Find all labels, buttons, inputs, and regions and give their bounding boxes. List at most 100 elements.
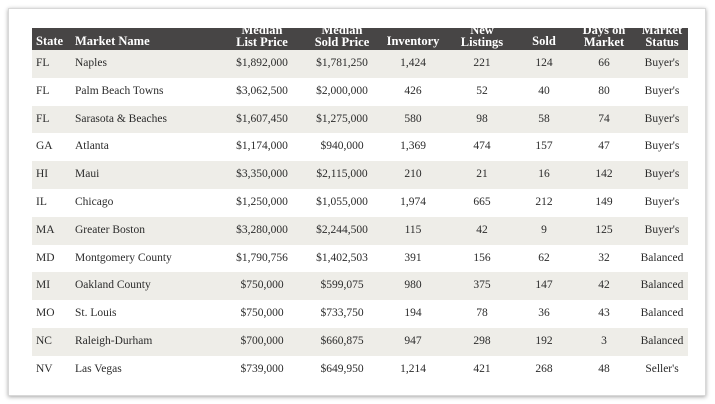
table-cell: 124 — [535, 57, 553, 69]
table-cell: FL — [36, 112, 50, 125]
table-cell: $599,075 — [320, 279, 364, 292]
table-cell: 9 — [541, 223, 547, 236]
table-cell: $1,892,000 — [236, 57, 288, 69]
table-cell: St. Louis — [75, 307, 117, 320]
table-cell: 426 — [404, 84, 422, 97]
table-cell: 194 — [404, 307, 422, 320]
header-cell: Days on Market — [578, 28, 630, 48]
table-cell: 58 — [538, 112, 550, 125]
table-cell: 212 — [535, 196, 553, 208]
table-cell: $3,280,000 — [236, 223, 288, 236]
table-cell: 1,369 — [400, 140, 426, 153]
table-cell: 221 — [473, 57, 491, 69]
table-cell: 62 — [538, 251, 550, 264]
table-cell: 48 — [598, 362, 610, 375]
table-cell: Buyer's — [644, 57, 680, 69]
table-cell: 980 — [404, 279, 422, 292]
header-cell: Sold — [522, 34, 566, 48]
table-cell: $940,000 — [320, 140, 364, 153]
table-cell: $750,000 — [240, 279, 284, 292]
table-cell: $3,062,500 — [236, 84, 288, 97]
table-cell: Buyer's — [644, 196, 680, 208]
table-cell: 36 — [538, 307, 550, 320]
table-cell: $2,244,500 — [316, 223, 368, 236]
header: State Market Name Median List Price Median So… — [32, 28, 688, 50]
table-cell: HI — [36, 168, 49, 181]
table-cell: Chicago — [75, 196, 114, 208]
table-cell: 42 — [476, 223, 488, 236]
table-cell: Balanced — [640, 307, 684, 320]
header-text: Sold — [532, 34, 556, 48]
table-cell: 474 — [473, 140, 491, 153]
table-cell: 665 — [473, 196, 491, 208]
header-text: Median — [321, 28, 363, 37]
table-cell: $1,790,756 — [236, 251, 288, 264]
table-cell: 1,424 — [400, 57, 426, 69]
table-cell: $1,275,000 — [316, 112, 368, 125]
table-cell: Buyer's — [644, 168, 680, 181]
table-row: NV Las Vegas $739,000 $649,950 1,214 421 268 48… — [32, 356, 688, 384]
table-cell: $3,350,000 — [236, 168, 288, 181]
table-cell: 149 — [595, 196, 613, 208]
table-cell: 391 — [404, 251, 422, 264]
table-cell: 375 — [473, 279, 491, 292]
table-cell: 580 — [404, 112, 422, 125]
table-cell: MO — [36, 307, 55, 320]
table-cell: $1,250,000 — [236, 196, 288, 208]
table-cell: GA — [36, 140, 53, 153]
header-text: Sold Price — [314, 35, 370, 49]
header-cell: New Listings — [452, 28, 512, 48]
table-cell: 42 — [598, 279, 610, 292]
table-cell: Atlanta — [75, 140, 109, 153]
table-cell: 298 — [473, 335, 491, 347]
table-row: FL Naples $1,892,000 $1,781,250 1,424 221 124 6… — [32, 50, 688, 78]
table-cell: 3 — [601, 335, 607, 347]
table-cell: 156 — [473, 251, 491, 264]
table-cell: 40 — [538, 84, 550, 97]
table-row: MI Oakland County $750,000 $599,075 980 375 14… — [32, 272, 688, 301]
header-cell: Median List Price — [222, 28, 302, 48]
table-cell: 147 — [535, 279, 553, 292]
table-cell: 16 — [538, 168, 550, 181]
table-cell: $733,750 — [320, 307, 364, 320]
table-cell: 157 — [535, 140, 553, 153]
table-cell: NC — [36, 335, 52, 347]
header-text: State — [36, 34, 64, 48]
table-cell: $739,000 — [240, 362, 284, 375]
table-cell: 43 — [598, 307, 610, 320]
table-cell: 1,974 — [400, 196, 426, 208]
table-cell: $750,000 — [240, 307, 284, 320]
header-text: Market Name — [75, 34, 150, 48]
table-cell: 80 — [598, 84, 610, 97]
table-cell: 66 — [598, 57, 610, 69]
table-cell: 115 — [404, 223, 422, 236]
table-cell: Balanced — [640, 335, 684, 347]
header-cell: Inventory — [384, 35, 442, 48]
table-row: FL Palm Beach Towns $3,062,500 $2,000,000 42… — [32, 78, 688, 106]
table-cell: 21 — [476, 168, 488, 181]
table-cell: MI — [36, 279, 51, 292]
header-text: Market — [641, 28, 683, 37]
table-cell: MA — [36, 223, 55, 236]
table-cell: 52 — [476, 84, 488, 97]
table-row: MO St. Louis $750,000 $733,750 194 78 36 43 Bala… — [32, 300, 688, 328]
header-cell: Market Name — [75, 34, 215, 48]
table-cell: 142 — [595, 168, 613, 181]
table-cell: Sarasota & Beaches — [75, 112, 167, 125]
table-cell: 74 — [598, 112, 610, 125]
table-cell: $1,055,000 — [316, 196, 368, 208]
table-cell: 210 — [404, 168, 422, 181]
table-cell: $1,174,000 — [236, 140, 288, 153]
table-cell: $1,607,450 — [236, 112, 288, 125]
table-cell: $1,781,250 — [316, 57, 368, 69]
table-row: IL Chicago $1,250,000 $1,055,000 1,974 665 212… — [32, 189, 688, 217]
table-cell: $2,115,000 — [316, 168, 368, 181]
table-cell: 98 — [476, 112, 488, 125]
table-cell: Montgomery County — [75, 251, 172, 264]
header-cell: Median Sold Price — [302, 28, 382, 48]
table-cell: 947 — [404, 335, 422, 347]
header-text: Days on — [582, 28, 626, 37]
table-cell: NV — [36, 362, 53, 375]
table-row: GA Atlanta $1,174,000 $940,000 1,369 474 157 47… — [32, 133, 688, 161]
table-cell: Buyer's — [644, 223, 680, 236]
